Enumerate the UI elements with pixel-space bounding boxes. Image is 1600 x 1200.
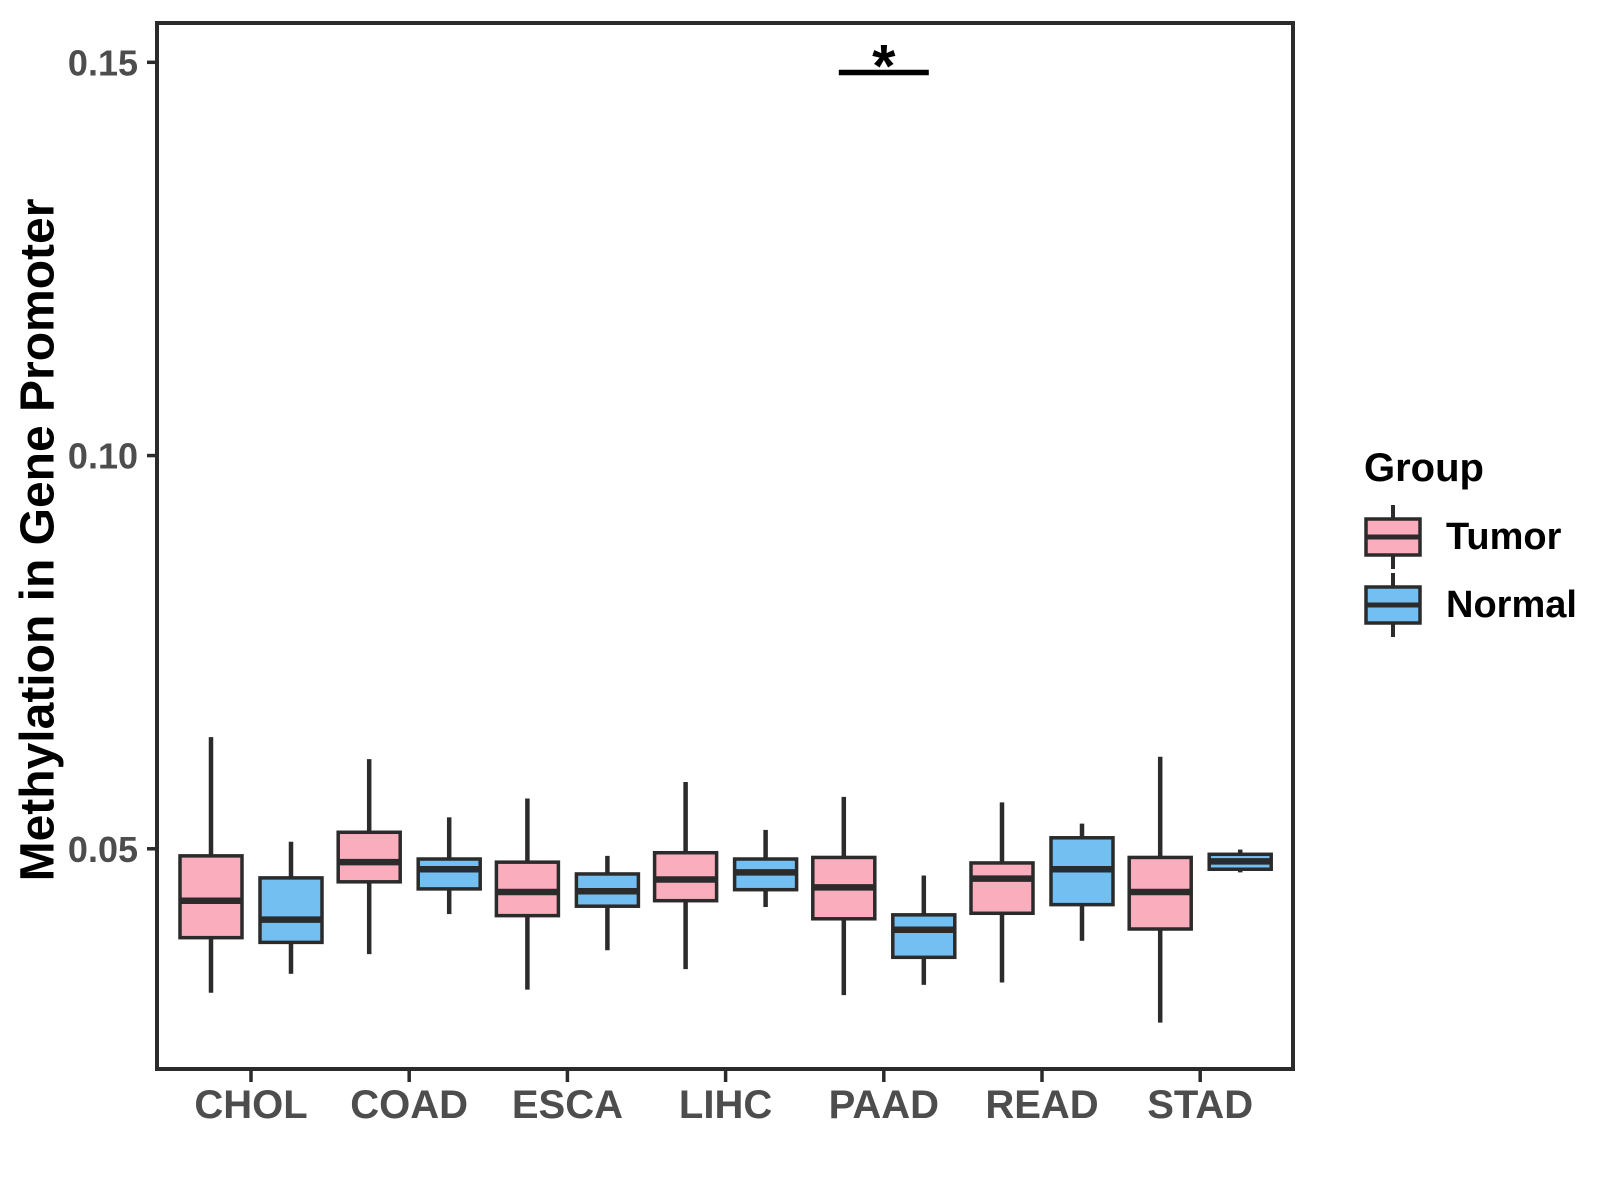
x-tick-label-lihc: LIHC (679, 1083, 772, 1127)
legend: Group Tumor Normal (1362, 446, 1577, 639)
boxplot-glyph-icon (1364, 505, 1422, 569)
significance-star: * (872, 33, 896, 100)
y-tick-label: 0.10 (68, 436, 138, 477)
x-tick-label-esca: ESCA (512, 1083, 623, 1127)
box-coad-tumor (336, 830, 402, 884)
y-tick-label: 0.05 (68, 829, 138, 870)
y-tick-label: 0.15 (68, 42, 138, 83)
box-read-tumor (969, 861, 1035, 916)
legend-entry-normal: Normal (1362, 571, 1577, 639)
box-coad-normal (416, 857, 482, 891)
legend-label-tumor: Tumor (1446, 515, 1562, 558)
x-tick-label-coad: COAD (350, 1083, 468, 1127)
box-chol-tumor (178, 854, 244, 940)
x-tick-label-read: READ (985, 1083, 1098, 1127)
x-tick-label-paad: PAAD (829, 1083, 939, 1127)
y-axis-title: Methylation in Gene Promoter (11, 198, 65, 882)
x-tick-label-chol: CHOL (194, 1083, 307, 1127)
legend-title: Group (1364, 446, 1484, 490)
x-tick-label-stad: STAD (1147, 1083, 1253, 1127)
panel-border (155, 21, 1295, 1071)
legend-label-normal: Normal (1446, 583, 1577, 626)
legend-entry-tumor: Tumor (1362, 503, 1577, 571)
box-chol-normal (258, 876, 324, 945)
boxplot-glyph-icon (1364, 573, 1422, 637)
box-paad-normal (891, 913, 957, 960)
